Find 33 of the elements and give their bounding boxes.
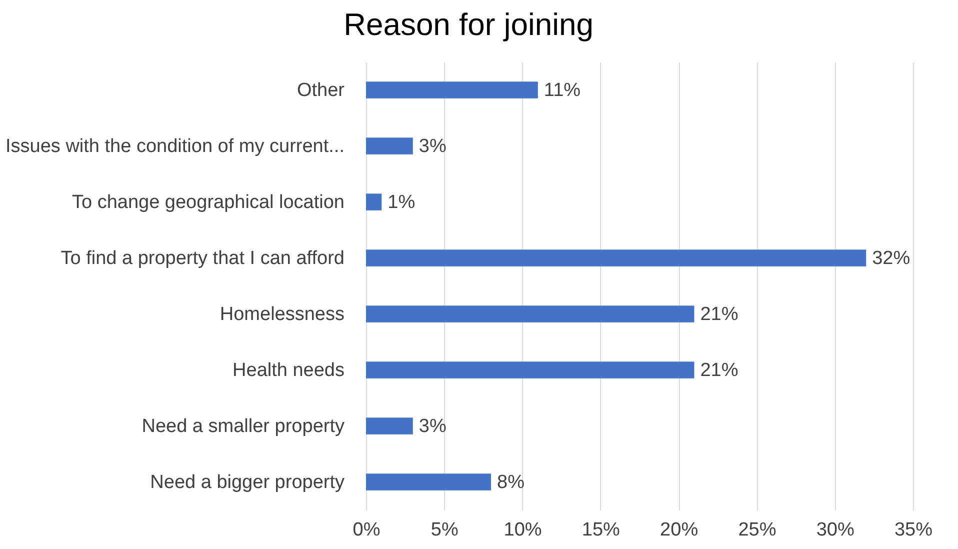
y-tick-label: Other <box>296 80 346 101</box>
chart-title: Reason for joining <box>344 7 594 42</box>
data-label: 21% <box>700 360 738 381</box>
x-tick-label: 20% <box>660 520 698 540</box>
y-tick-label: Issues with the condition of my current... <box>6 136 344 157</box>
bar <box>366 250 866 266</box>
data-label: 11% <box>544 80 581 101</box>
y-tick-label: Homelessness <box>220 304 344 325</box>
x-tick-label: 0% <box>352 520 380 540</box>
data-label: 21% <box>700 304 738 325</box>
data-label: 8% <box>497 472 525 493</box>
bar <box>366 306 694 322</box>
y-tick-label: Health needs <box>232 360 344 381</box>
bar <box>366 418 413 434</box>
bar <box>366 194 382 210</box>
x-tick-label: 35% <box>894 520 933 540</box>
y-tick-label: Need a bigger property <box>150 472 345 493</box>
x-tick-label: 10% <box>504 520 542 540</box>
x-tick-label: 15% <box>582 520 620 540</box>
y-tick-label: Need a smaller property <box>142 416 345 437</box>
bar <box>366 82 538 98</box>
x-tick-label: 5% <box>430 520 458 540</box>
x-tick-label: 30% <box>816 520 854 540</box>
data-label: 1% <box>388 192 416 213</box>
bar <box>366 474 492 490</box>
bar <box>366 362 694 378</box>
y-tick-label: To find a property that I can afford <box>60 248 344 269</box>
x-tick-label: 25% <box>738 520 776 540</box>
bar <box>366 138 413 154</box>
y-tick-label: To change geographical location <box>72 192 344 213</box>
data-label: 3% <box>418 416 446 437</box>
data-label: 3% <box>418 136 446 157</box>
data-label: 32% <box>872 248 910 269</box>
